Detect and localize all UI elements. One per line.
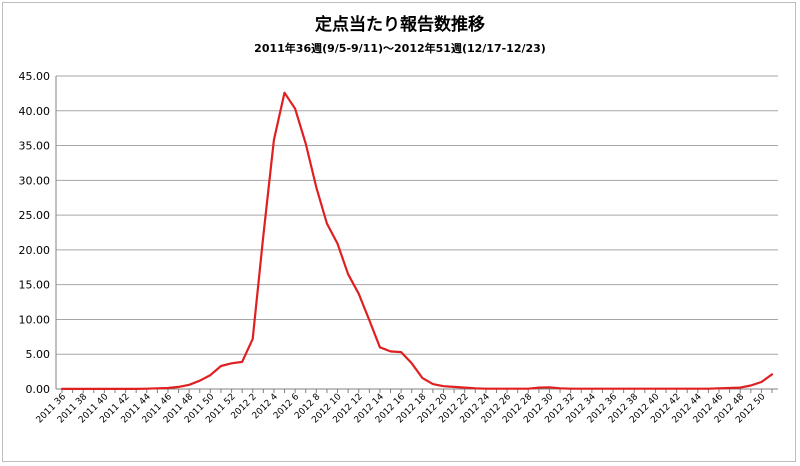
- y-tick-label: 30.00: [19, 174, 51, 187]
- y-tick-label: 25.00: [19, 209, 51, 222]
- y-tick-label: 15.00: [19, 279, 51, 292]
- series-line: [60, 91, 774, 390]
- y-tick-label: 45.00: [19, 70, 51, 83]
- chart-frame: [2, 2, 796, 462]
- y-tick-label: 5.00: [26, 348, 51, 361]
- y-axis: 0.00 5.00 10.00 15.00 20.00 25.00 30.00 35.00 40…: [19, 70, 57, 396]
- chart-subtitle: 2011年36週(9/5-9/11)～2012年51週(12/17-12/23): [254, 42, 546, 55]
- chart-title: 定点当たり報告数推移: [315, 15, 485, 35]
- y-tick-label: 35.00: [19, 140, 51, 153]
- y-tick-label: 20.00: [19, 244, 51, 257]
- y-tick-label: 0.00: [26, 383, 51, 396]
- y-tick-label: 10.00: [19, 313, 51, 326]
- grid-lines: [56, 75, 778, 390]
- series-layer: [60, 91, 774, 390]
- y-tick-label: 40.00: [19, 105, 51, 118]
